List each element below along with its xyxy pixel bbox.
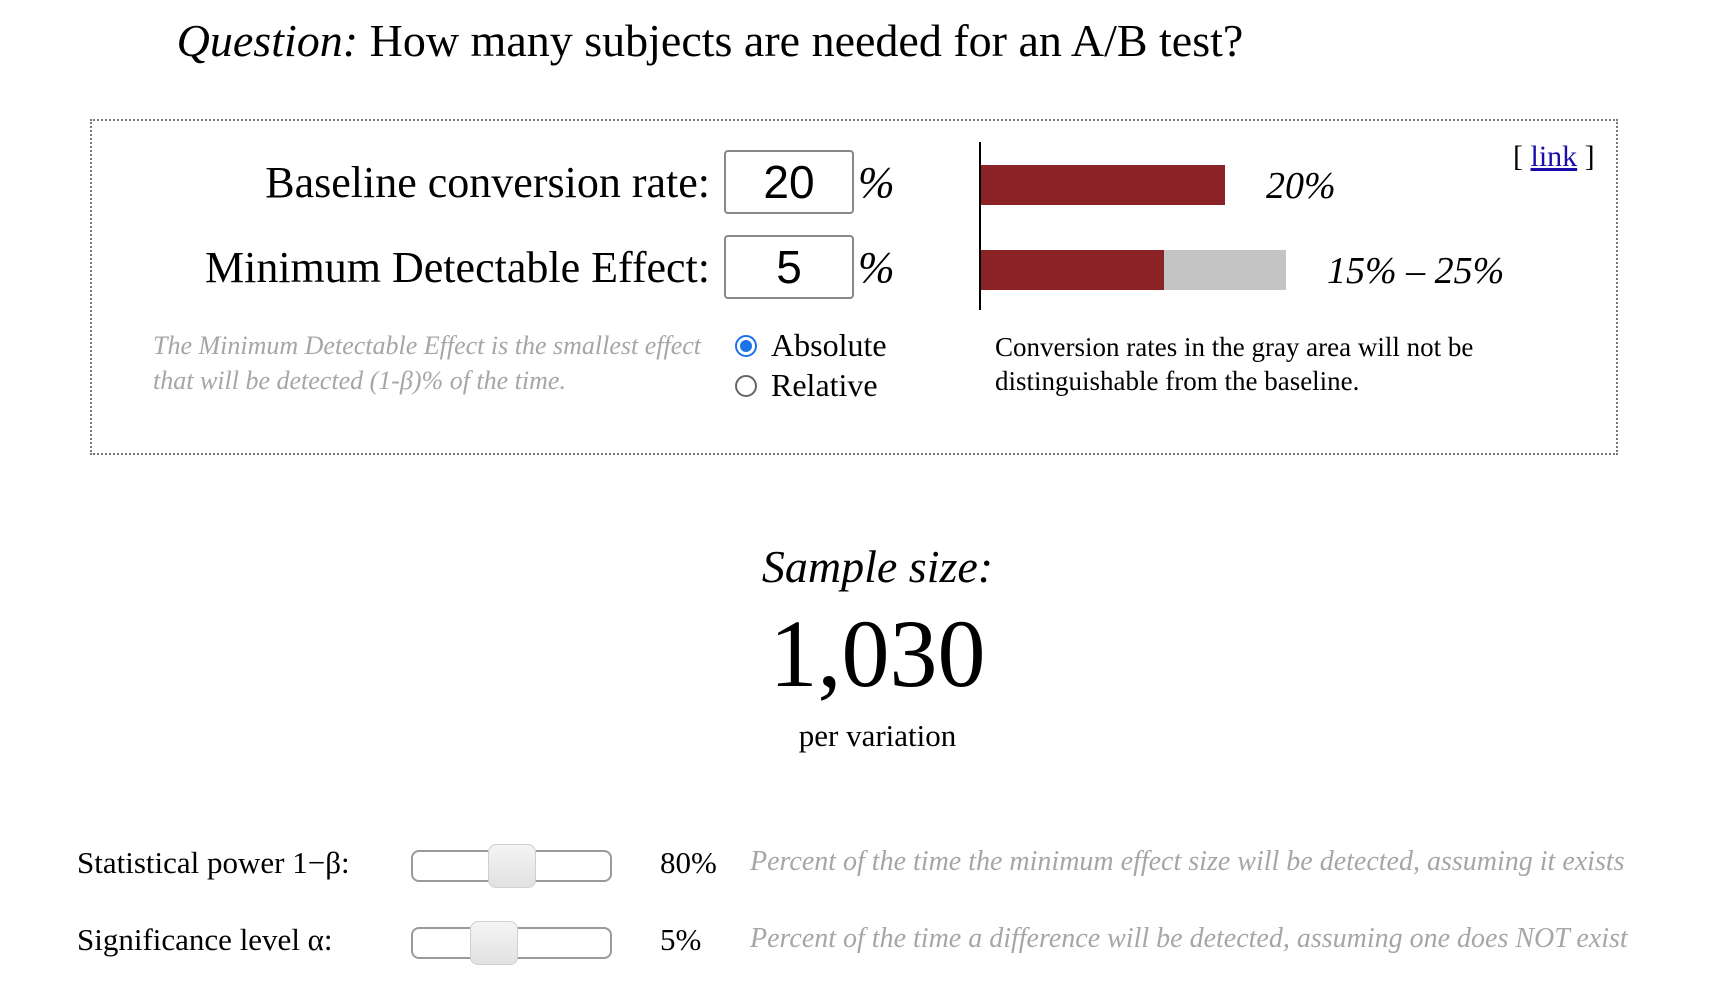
page-title: Question: How many subjects are needed f… xyxy=(0,14,1420,67)
mde-note: The Minimum Detectable Effect is the sma… xyxy=(153,331,702,395)
power-label: Statistical power 1−β: xyxy=(77,845,350,880)
sample-size-value: 1,030 xyxy=(769,600,986,707)
link-bracket-open: [ xyxy=(1513,140,1531,173)
range-bar-label: 15% – 25% xyxy=(1327,250,1505,292)
significance-slider[interactable] xyxy=(411,921,612,965)
radio-relative-label: Relative xyxy=(771,367,878,403)
baseline-label: Baseline conversion rate: xyxy=(265,158,710,207)
radio-absolute[interactable]: Absolute xyxy=(735,327,887,364)
range-low-bar xyxy=(981,250,1164,290)
viz-axis xyxy=(979,142,981,310)
mde-input[interactable] xyxy=(724,235,854,299)
significance-value: 5% xyxy=(660,922,702,957)
input-panel xyxy=(90,119,1618,455)
baseline-bar-label: 20% xyxy=(1266,165,1336,207)
radio-absolute-button[interactable] xyxy=(735,334,757,357)
significance-label: Significance level α: xyxy=(77,922,333,957)
permalink-link[interactable]: link xyxy=(1530,140,1578,173)
mde-label: Minimum Detectable Effect: xyxy=(204,243,710,292)
power-description: Percent of the time the minimum effect s… xyxy=(750,846,1625,877)
link-bracket-close: ] xyxy=(1577,140,1595,173)
viz-description: Conversion rates in the gray area will n… xyxy=(995,332,1474,396)
baseline-input[interactable] xyxy=(724,150,854,214)
radio-relative-button[interactable] xyxy=(735,374,757,397)
radio-absolute-label: Absolute xyxy=(771,327,887,363)
range-gray-bar xyxy=(1164,250,1286,290)
link-wrapper: [ link ] xyxy=(1513,140,1595,174)
significance-description: Percent of the time a difference will be… xyxy=(750,923,1628,954)
power-slider-thumb[interactable] xyxy=(488,844,536,888)
baseline-unit: % xyxy=(858,158,895,207)
sample-size-unit: per variation xyxy=(798,718,957,753)
baseline-bar xyxy=(981,165,1225,205)
significance-slider-thumb[interactable] xyxy=(470,921,518,965)
power-slider[interactable] xyxy=(411,844,612,888)
question-label: Question: xyxy=(176,15,359,66)
power-value: 80% xyxy=(660,845,717,880)
sample-size-label: Sample size: xyxy=(761,541,994,592)
question-text: How many subjects are needed for an A/B … xyxy=(358,15,1244,66)
mde-unit: % xyxy=(858,243,895,292)
radio-relative[interactable]: Relative xyxy=(735,367,878,404)
